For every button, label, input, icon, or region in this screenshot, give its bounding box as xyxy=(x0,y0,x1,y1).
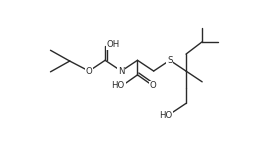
Text: HO: HO xyxy=(112,81,125,90)
Text: N: N xyxy=(118,66,125,76)
Text: O: O xyxy=(149,81,156,90)
Text: O: O xyxy=(85,66,92,76)
Text: OH: OH xyxy=(106,40,119,49)
Text: HO: HO xyxy=(159,111,173,120)
Text: S: S xyxy=(167,56,173,65)
